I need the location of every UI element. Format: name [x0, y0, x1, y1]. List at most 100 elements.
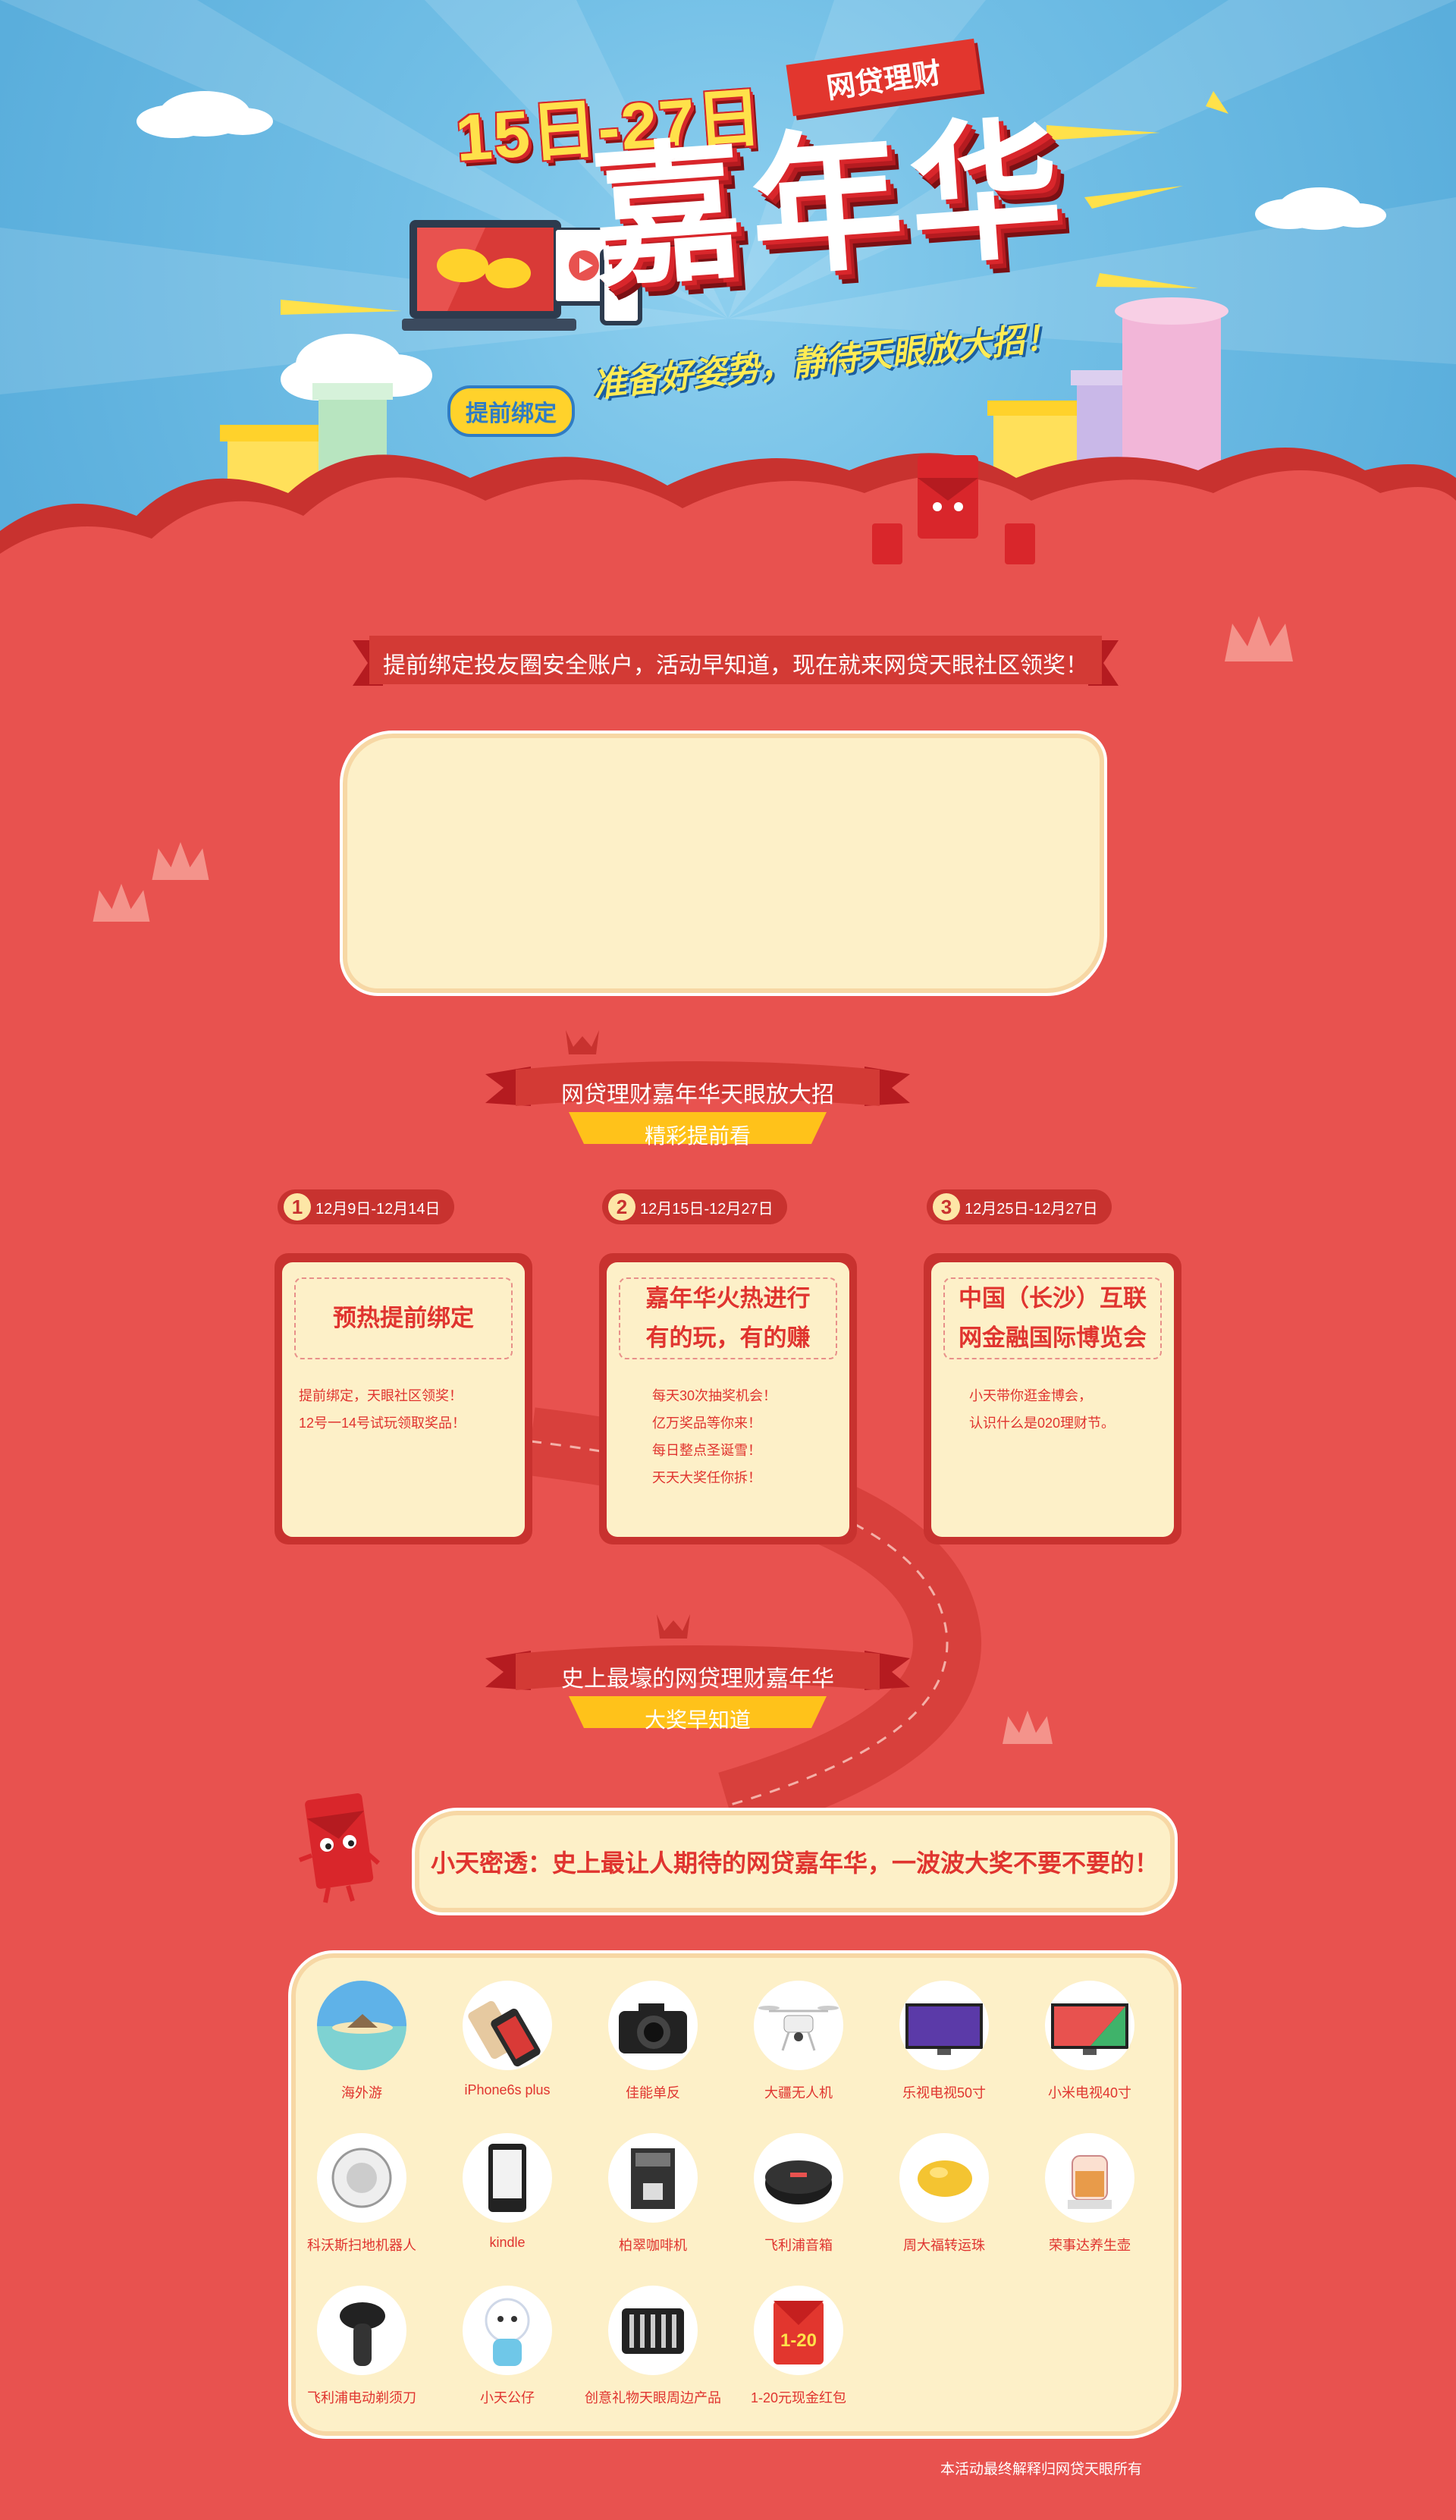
step-date-tag: 1 12月9日-12月14日 [278, 1189, 454, 1224]
prize-item[interactable]: 海外游 [290, 1981, 434, 2125]
crown-decoration [1003, 1711, 1053, 1744]
tablet-phone-illustration [554, 228, 642, 325]
prize-item[interactable]: 飞利浦电动剃须刀 [290, 2286, 434, 2430]
card-text: 小天带你逛金博会， 认识什么是020理财节。 [969, 1382, 1165, 1437]
speaker-icon [754, 2133, 843, 2223]
prize-label: 海外游 [341, 2085, 382, 2101]
ereader-icon [463, 2133, 552, 2223]
section-header-prizes: 史上最壕的网贷理财嘉年华 大奖早知道 [485, 1614, 910, 1736]
prize-item[interactable]: kindle [435, 2133, 579, 2277]
prize-item[interactable]: 周大福转运珠 [872, 2133, 1016, 2277]
prize-label: 小米电视40寸 [1047, 2085, 1132, 2101]
prize-item[interactable]: 大疆无人机 [726, 1981, 871, 2125]
prize-label: 小天公仔 [480, 2390, 535, 2405]
prize-label: 1-20元现金红包 [750, 2390, 847, 2405]
coffee-machine-icon [608, 2133, 698, 2223]
red-envelope-mascot [298, 1793, 380, 1903]
section-header-shape [485, 1614, 910, 1728]
prize-item[interactable]: iPhone6s plus [435, 1981, 579, 2125]
section-title: 网贷理财嘉年华天眼放大招 [561, 1082, 834, 1108]
card-heading: 中国（长沙）互联 网金融国际博览会 [943, 1277, 1162, 1359]
crown-decoration [1225, 616, 1293, 661]
prize-item[interactable]: 佳能单反 [581, 1981, 725, 2125]
gold-bead-icon [899, 2133, 989, 2223]
shaver-icon [317, 2286, 406, 2375]
section-title: 史上最壕的网贷理财嘉年华 [561, 1667, 834, 1692]
bind-account-panel [340, 731, 1107, 996]
step-number: 1 [284, 1193, 311, 1221]
card-line: 亿万奖品等你来！ [652, 1416, 761, 1431]
red-envelope-mascot-group [872, 455, 1035, 564]
section-header-preview: 网贷理财嘉年华天眼放大招 精彩提前看 [485, 1030, 910, 1152]
card-heading: 预热提前绑定 [294, 1277, 513, 1359]
tv-icon [899, 1981, 989, 2070]
prize-item[interactable]: 飞利浦音箱 [726, 2133, 871, 2277]
card-body-bg: 预热提前绑定 提前绑定，天眼社区领奖！ 12号一14号试玩领取奖品！ [282, 1262, 525, 1537]
disclaimer-text: 本活动最终解释归网贷天眼所有 [940, 2462, 1143, 2478]
prize-item[interactable]: 创意礼物天眼周边产品 [581, 2286, 725, 2430]
prize-item[interactable]: 科沃斯扫地机器人 [290, 2133, 434, 2277]
prize-label: 飞利浦音箱 [764, 2238, 833, 2253]
card-line: 每日整点圣诞雪！ [652, 1443, 761, 1458]
step-date-tag: 3 12月25日-12月27日 [927, 1189, 1112, 1224]
notice-ribbon-shape [353, 636, 1119, 686]
laptop-illustration [402, 220, 576, 331]
camera-icon [608, 1981, 698, 2070]
phone-icon [463, 1981, 552, 2070]
prize-item[interactable]: 柏翠咖啡机 [581, 2133, 725, 2277]
step-number: 2 [608, 1193, 635, 1221]
prize-label: 创意礼物天眼周边产品 [585, 2390, 721, 2405]
prize-label: 荣事达养生壶 [1049, 2238, 1131, 2253]
step-card-2: 嘉年华火热进行 有的玩，有的赚 每天30次抽奖机会！ 亿万奖品等你来！ 每日整点… [599, 1253, 857, 1544]
prize-label: kindle [489, 2235, 526, 2250]
prize-label: 乐视电视50寸 [902, 2085, 987, 2101]
card-body-bg: 嘉年华火热进行 有的玩，有的赚 每天30次抽奖机会！ 亿万奖品等你来！ 每日整点… [607, 1262, 849, 1537]
section-subtitle: 大奖早知道 [644, 1708, 751, 1732]
card-line: 每天30次抽奖机会！ [652, 1388, 777, 1403]
prize-label: iPhone6s plus [464, 2082, 551, 2097]
section-header-shape [485, 1030, 910, 1144]
prize-grid-panel [288, 1950, 1181, 2439]
drone-icon [754, 1981, 843, 2070]
prize-item[interactable]: 小天公仔 [435, 2286, 579, 2430]
prize-label: 科沃斯扫地机器人 [307, 2238, 416, 2253]
card-line: 认识什么是020理财节。 [969, 1416, 1116, 1431]
prize-item[interactable]: 乐视电视50寸 [872, 1981, 1016, 2125]
card-line: 12号一14号试玩领取奖品！ [299, 1416, 466, 1431]
gift-set-icon [608, 2286, 698, 2375]
prize-label: 飞利浦电动剃须刀 [307, 2390, 416, 2405]
prize-label: 周大福转运珠 [903, 2238, 985, 2253]
kettle-icon [1045, 2133, 1134, 2223]
crown-decoration [152, 842, 209, 880]
carnival-title: 嘉年华 [585, 103, 1075, 306]
card-body-bg: 中国（长沙）互联 网金融国际博览会 小天带你逛金博会， 认识什么是020理财节。 [931, 1262, 1174, 1537]
beach-icon [317, 1981, 406, 2070]
card-line: 天天大奖任你拆！ [652, 1470, 761, 1485]
prize-item[interactable]: 1-20 1-20元现金红包 [726, 2286, 871, 2430]
step-card-3: 中国（长沙）互联 网金融国际博览会 小天带你逛金博会， 认识什么是020理财节。 [924, 1253, 1181, 1544]
prize-label: 佳能单反 [626, 2085, 680, 2101]
plush-doll-icon [463, 2286, 552, 2375]
robot-vacuum-icon [317, 2133, 406, 2223]
card-heading: 嘉年华火热进行 有的玩，有的赚 [619, 1277, 837, 1359]
prize-label: 柏翠咖啡机 [619, 2238, 687, 2253]
red-envelope-icon: 1-20 [754, 2286, 843, 2375]
card-text: 每天30次抽奖机会！ 亿万奖品等你来！ 每日整点圣诞雪！ 天天大奖任你拆！ [652, 1382, 840, 1491]
step-card-1: 预热提前绑定 提前绑定，天眼社区领奖！ 12号一14号试玩领取奖品！ [275, 1253, 532, 1544]
card-line: 小天带你逛金博会， [969, 1388, 1092, 1403]
section-subtitle: 精彩提前看 [644, 1124, 751, 1148]
prize-item[interactable]: 小米电视40寸 [1018, 1981, 1162, 2125]
step-number: 3 [933, 1193, 960, 1221]
bind-early-badge[interactable]: 提前绑定 [447, 385, 575, 437]
red-cloud-hills [0, 448, 1456, 577]
card-text: 提前绑定，天眼社区领奖！ 12号一14号试玩领取奖品！ [299, 1382, 516, 1437]
crown-decoration [93, 884, 150, 922]
step-date-tag: 2 12月15日-12月27日 [602, 1189, 787, 1224]
card-line: 提前绑定，天眼社区领奖！ [299, 1388, 463, 1403]
prize-item[interactable]: 荣事达养生壶 [1018, 2133, 1162, 2277]
tv-icon [1045, 1981, 1134, 2070]
red-envelope-amount: 1-20 [780, 2330, 817, 2351]
prize-label: 大疆无人机 [764, 2085, 833, 2101]
hero-banner: 15日-27日 网贷理财 嘉年华 准备好姿势，静待天眼放大招！ 提前绑定 [0, 0, 1456, 577]
insider-tip-banner: 小天密透：史上最让人期待的网贷嘉年华，一波波大奖不要不要的！ [412, 1808, 1178, 1915]
